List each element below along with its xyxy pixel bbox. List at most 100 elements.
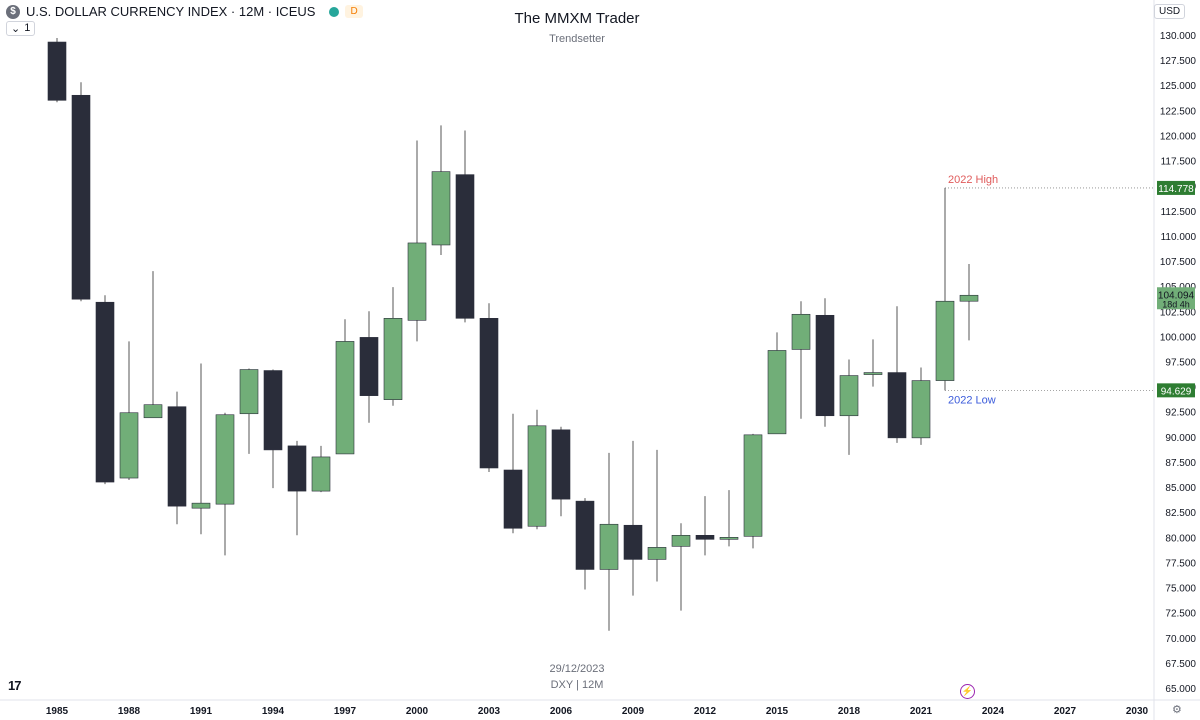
y-tick-label: 97.500 (1165, 358, 1196, 369)
watermark-title: The MMXM Trader (514, 10, 640, 27)
x-tick-label: 2009 (622, 706, 645, 717)
candle-body (335, 341, 355, 455)
candle-body (647, 547, 667, 560)
y-tick-label: 75.000 (1165, 584, 1196, 595)
x-tick-label: 2024 (982, 706, 1005, 717)
candle-body (767, 350, 787, 435)
candle-body (599, 523, 619, 570)
time-axis: 1985 1988 1991 1994 1997 2000 2003 2006 2009 2012… (46, 706, 1149, 717)
candle-body (743, 434, 763, 537)
y-tick-label: 85.000 (1165, 483, 1196, 494)
currency-selector[interactable]: USD (1154, 4, 1186, 19)
x-tick-label: 2018 (838, 706, 861, 717)
y-tick-label: 82.500 (1165, 508, 1196, 519)
y-tick-label: 80.000 (1165, 533, 1196, 544)
candle (143, 271, 163, 419)
x-tick-label: 2027 (1054, 706, 1077, 717)
x-tick-label: 2015 (766, 706, 789, 717)
candle (911, 367, 931, 445)
candle (719, 490, 739, 547)
y-tick-label: 102.500 (1160, 307, 1197, 318)
y-tick-label: 127.500 (1160, 56, 1197, 67)
candle (335, 319, 355, 455)
candle (215, 412, 235, 556)
candle (239, 368, 259, 454)
candle (839, 359, 859, 455)
chevron-down-icon[interactable]: ⌄ (11, 23, 21, 35)
candle (503, 413, 523, 534)
indicator-count: 1 (24, 22, 31, 34)
level-label: 2022 Low (948, 394, 996, 406)
x-tick-label: 2021 (910, 706, 933, 717)
candle-body (359, 337, 379, 396)
y-tick-label: 65.000 (1165, 684, 1196, 695)
candle-body (959, 294, 979, 302)
candle-body (143, 404, 163, 419)
candle-body (455, 174, 475, 319)
level-price-tag (1157, 180, 1195, 195)
y-tick-label: 77.500 (1165, 558, 1196, 569)
data-delay-badge[interactable]: D (345, 5, 363, 18)
candle (527, 409, 547, 530)
candle (767, 332, 787, 435)
candle (455, 130, 475, 323)
y-tick-label: 125.000 (1160, 81, 1197, 92)
candle (431, 125, 451, 256)
candle (959, 264, 979, 341)
candle-body (215, 414, 235, 505)
x-tick-label: 2030 (1126, 706, 1149, 717)
candle-body (119, 412, 139, 479)
y-tick-label: 72.500 (1165, 609, 1196, 620)
y-tick-label: 107.500 (1160, 257, 1197, 268)
level-price-tag-text: 94.629 (1161, 386, 1192, 397)
candle-body (791, 313, 811, 350)
candle-body (623, 524, 643, 560)
candle-body (287, 445, 307, 492)
x-tick-label: 1991 (190, 706, 213, 717)
candle (95, 295, 115, 485)
candle (167, 391, 187, 525)
candle-body (935, 300, 955, 381)
last-price-countdown: 18d 4h (1162, 299, 1190, 309)
indicator-toggle[interactable]: ⌄ 1 (6, 21, 36, 36)
level-label: 2022 High (948, 174, 998, 186)
candle-body (431, 171, 451, 246)
gear-icon[interactable]: ⚙ (1172, 704, 1182, 716)
candles (47, 38, 979, 631)
y-tick-label: 122.500 (1160, 106, 1197, 117)
y-tick-label: 70.000 (1165, 634, 1196, 645)
symbol-title[interactable]: U.S. DOLLAR CURRENCY INDEX · 12M · ICEUS (26, 4, 316, 19)
y-tick-label: 110.000 (1161, 232, 1197, 243)
y-tick-label: 100.000 (1160, 332, 1197, 343)
bolt-icon[interactable]: ⚡ (960, 684, 975, 699)
candle (575, 498, 595, 590)
chart-header: $ U.S. DOLLAR CURRENCY INDEX · 12M · ICE… (6, 4, 363, 19)
candle-body (863, 372, 883, 375)
candle (287, 440, 307, 536)
candle-body (479, 318, 499, 469)
y-tick-label: 130.000 (1160, 31, 1197, 42)
candle (863, 339, 883, 387)
candle (191, 363, 211, 535)
candle (407, 140, 427, 342)
candle-body (167, 406, 187, 507)
watermark-date: 29/12/2023 (549, 663, 605, 675)
x-tick-label: 2003 (478, 706, 501, 717)
watermark-subtitle: Trendsetter (549, 33, 605, 45)
candle-body (551, 429, 571, 500)
x-tick-label: 1988 (118, 706, 141, 717)
candle-body (911, 380, 931, 439)
candle-body (719, 537, 739, 540)
y-tick-label: 92.500 (1165, 408, 1196, 419)
dollar-coin-icon: $ (6, 4, 20, 19)
candle (887, 306, 907, 443)
candle-body (839, 375, 859, 417)
candle (71, 82, 91, 302)
candle (599, 452, 619, 631)
tradingview-logo-icon[interactable]: 17 (8, 678, 22, 693)
candle-body (671, 534, 691, 547)
candle (671, 523, 691, 611)
x-tick-label: 1997 (334, 706, 357, 717)
